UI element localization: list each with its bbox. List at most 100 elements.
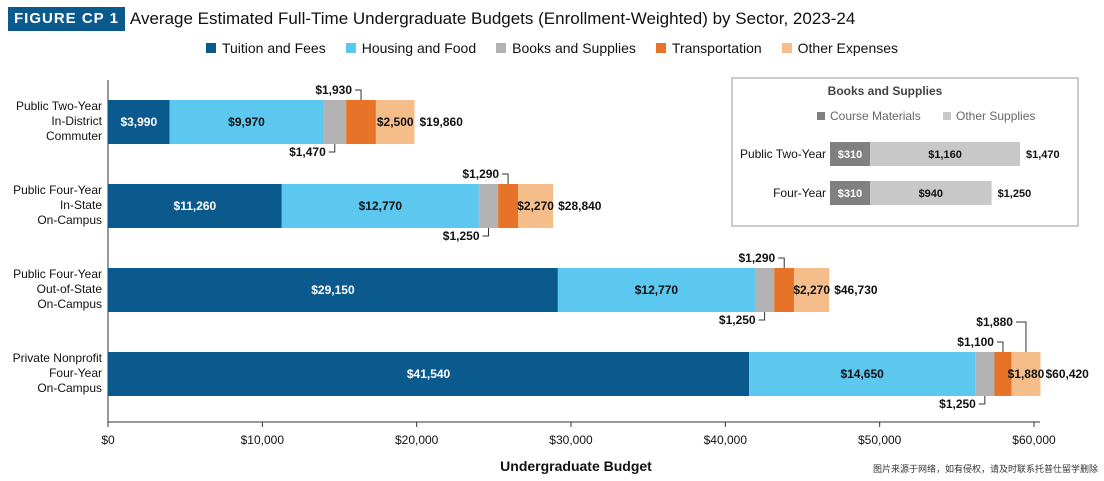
bar-other-0	[375, 100, 415, 144]
bar-transport-1	[498, 184, 519, 228]
category-label-3-2: On-Campus	[37, 381, 102, 395]
legend-item-housing: Housing and Food	[345, 40, 477, 56]
legend-label-other: Other Expenses	[797, 40, 899, 56]
callout-label-transport-0: $1,930	[315, 83, 352, 97]
figure-title: Average Estimated Full-Time Undergraduat…	[129, 9, 856, 28]
figure-badge: FIGURE CP 1	[8, 7, 125, 31]
bar-books-1	[478, 184, 499, 228]
category-label-3-1: Four-Year	[49, 366, 102, 380]
bar-label-housing-2: $12,770	[635, 283, 679, 297]
bar-transport-2	[774, 268, 795, 312]
bar-label-tuition-0: $3,990	[120, 115, 157, 129]
legend-swatch-housing	[345, 43, 356, 53]
inset-legend-label-0: Course Materials	[830, 109, 921, 123]
bar-housing-0	[169, 100, 324, 144]
x-tick-label-1: $10,000	[241, 433, 285, 447]
bar-transport-3	[994, 352, 1012, 396]
main-legend: Tuition and Fees Housing and Food Books …	[0, 40, 1104, 56]
legend-label-housing: Housing and Food	[361, 40, 477, 56]
category-label-2-0: Public Four-Year	[13, 267, 102, 281]
bar-total-1: $28,840	[558, 199, 602, 213]
bar-label-tuition-2: $29,150	[311, 283, 355, 297]
bar-label-housing-0: $9,970	[228, 115, 265, 129]
inset-total-0: $1,470	[1026, 149, 1060, 161]
bar-label-other-0: $2,500	[377, 115, 414, 129]
legend-label-transport: Transportation	[671, 40, 762, 56]
legend-swatch-other	[781, 43, 792, 53]
callout-label-transport-2: $1,290	[739, 251, 776, 265]
inset-bar-0-1	[830, 181, 871, 205]
legend-label-books: Books and Supplies	[512, 40, 636, 56]
callout-line-books-2	[758, 312, 766, 321]
legend-item-other: Other Expenses	[781, 40, 899, 56]
legend-item-books: Books and Supplies	[496, 40, 636, 56]
bar-label-other-3: $1,880	[1008, 367, 1045, 381]
callout-line-other-3	[1015, 321, 1027, 352]
bar-label-housing-3: $14,650	[840, 367, 884, 381]
bar-transport-0	[346, 100, 376, 144]
inset-legend-swatch-0	[817, 112, 825, 120]
bar-housing-2	[557, 268, 755, 312]
callout-line-books-3	[978, 396, 986, 405]
figure-header: FIGURE CP 1 Average Estimated Full-Time …	[8, 7, 855, 31]
bar-label-tuition-1: $11,260	[174, 199, 217, 213]
callout-line-transport-2	[778, 257, 785, 268]
bar-tuition-1	[108, 184, 282, 228]
bar-label-housing-1: $12,770	[359, 199, 403, 213]
bar-tuition-3	[108, 352, 750, 396]
x-tick-label-2: $20,000	[395, 433, 439, 447]
inset-bar-label-1-1: $940	[919, 188, 943, 200]
category-label-1-2: On-Campus	[37, 213, 102, 227]
legend-label-tuition: Tuition and Fees	[221, 40, 326, 56]
callout-line-books-0	[328, 144, 336, 153]
category-label-1-0: Public Four-Year	[13, 183, 102, 197]
x-tick-label-4: $40,000	[704, 433, 748, 447]
bar-books-0	[323, 100, 347, 144]
x-tick-label-6: $60,000	[1012, 433, 1056, 447]
bar-total-3: $60,420	[1045, 367, 1089, 381]
legend-item-transport: Transportation	[655, 40, 762, 56]
inset-bar-label-0-0: $310	[838, 149, 862, 161]
x-tick-label-3: $30,000	[549, 433, 593, 447]
inset-category-label-0: Public Two-Year	[740, 147, 826, 161]
callout-line-transport-1	[502, 173, 509, 184]
category-label-0-0: Public Two-Year	[16, 99, 102, 113]
x-axis-title: Undergraduate Budget	[500, 458, 652, 474]
category-label-2-2: On-Campus	[37, 297, 102, 311]
bar-tuition-2	[108, 268, 558, 312]
legend-swatch-tuition	[205, 43, 216, 53]
bar-housing-1	[281, 184, 479, 228]
inset-bar-1-0	[870, 142, 1020, 166]
bar-other-3	[1011, 352, 1041, 396]
legend-item-tuition: Tuition and Fees	[205, 40, 326, 56]
callout-label-books-2: $1,250	[719, 313, 756, 327]
callout-line-books-1	[482, 228, 490, 237]
source-footnote: 图片来源于网络，如有侵权，请及时联系托普仕留学删除	[872, 464, 1098, 474]
callout-label-books-1: $1,250	[443, 229, 480, 243]
bar-other-2	[794, 268, 830, 312]
callout-line-transport-3	[996, 341, 1004, 352]
category-label-0-2: Commuter	[46, 129, 102, 143]
x-tick-label-5: $50,000	[858, 433, 902, 447]
bar-books-3	[975, 352, 995, 396]
bar-label-other-2: $2,270	[793, 283, 830, 297]
inset-title: Books and Supplies	[828, 84, 943, 98]
legend-swatch-transport	[655, 43, 666, 53]
callout-label-transport-3: $1,100	[957, 335, 994, 349]
inset-bar-label-0-1: $310	[838, 188, 862, 200]
inset-bar-1-1	[870, 181, 992, 205]
bar-other-1	[518, 184, 554, 228]
category-label-1-1: In-State	[60, 198, 102, 212]
inset-legend-swatch-1	[943, 112, 951, 120]
category-label-0-1: In-District	[51, 114, 102, 128]
bar-label-tuition-3: $41,540	[407, 367, 451, 381]
inset-category-label-1: Four-Year	[773, 186, 826, 200]
inset-legend-label-1: Other Supplies	[956, 109, 1035, 123]
bar-housing-3	[749, 352, 976, 396]
callout-label-transport-1: $1,290	[462, 167, 499, 181]
bar-total-2: $46,730	[834, 283, 878, 297]
callout-label-books-3: $1,250	[939, 397, 976, 411]
category-label-2-1: Out-of-State	[37, 282, 103, 296]
inset-bar-label-1-0: $1,160	[928, 149, 962, 161]
